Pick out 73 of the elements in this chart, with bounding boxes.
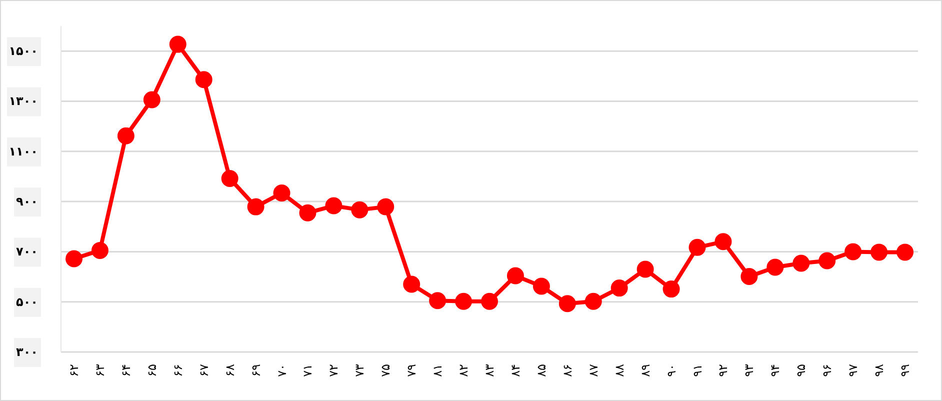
point [740, 268, 758, 286]
point [403, 276, 420, 293]
point [66, 250, 82, 268]
x-tick-label: ۹۱ [690, 364, 704, 377]
point [221, 170, 238, 187]
point [143, 91, 160, 108]
y-tick-label: ۱۵۰۰ [8, 44, 38, 58]
point [455, 292, 472, 310]
y-tick-label: ۳۰۰ [16, 345, 38, 359]
point [870, 244, 888, 261]
x-tick-label: ۹۵ [794, 364, 808, 377]
x-tick-label: ۹۴ [768, 364, 782, 377]
x-tick-label: ۸۲ [456, 364, 471, 377]
point [325, 197, 342, 214]
point [792, 254, 810, 272]
y-tick-label: ۱۳۰۰ [8, 94, 38, 108]
point [429, 292, 446, 310]
x-tick-label: ۹۶ [820, 364, 834, 377]
x-tick-label: ۹۲ [716, 364, 730, 377]
x-tick-label: ۶۳ [92, 363, 107, 377]
point [377, 198, 394, 216]
point [662, 280, 680, 298]
x-tick-label: ۶۵ [144, 364, 159, 377]
y-tick-label: ۹۰۰ [16, 194, 38, 209]
x-tick-label: ۸۹ [638, 364, 652, 377]
x-tick-label: ۷۵ [378, 364, 393, 377]
x-tick-label: ۶۷ [196, 363, 211, 377]
x-tick-label: ۶۴ [118, 364, 133, 377]
point [299, 204, 316, 222]
x-tick-label: ۹۹ [898, 364, 912, 377]
x-tick-label: ۷۲ [326, 364, 341, 377]
point [896, 244, 914, 261]
x-tick-label: ۶۲ [67, 364, 81, 377]
point [584, 292, 602, 310]
point [844, 243, 862, 260]
x-tick-label: ۹۸ [872, 363, 886, 377]
x-tick-label: ۸۸ [612, 363, 626, 377]
x-tick-label: ۸۶ [560, 364, 574, 377]
x-tick-label: ۹۳ [742, 363, 756, 377]
x-tick-label: ۹۷ [846, 363, 860, 377]
y-tick-label: ۷۰۰ [16, 244, 38, 259]
x-tick-label: ۷۰ [274, 364, 289, 377]
x-tick-label: ۷۱ [300, 364, 315, 377]
y-tick-label: ۱۱۰۰ [8, 144, 38, 158]
y-tick-label: ۵۰۰ [16, 294, 38, 309]
x-tick-label: ۸۷ [586, 363, 600, 377]
point [766, 258, 784, 276]
point [714, 233, 732, 250]
point [558, 295, 576, 312]
point [195, 71, 212, 88]
point [273, 184, 290, 202]
x-tick-label: ۷۳ [352, 363, 367, 377]
point [117, 127, 134, 144]
point [91, 242, 108, 259]
point [169, 36, 186, 53]
x-tick-label: ۶۸ [222, 363, 237, 377]
point [247, 198, 264, 216]
x-tick-label: ۹۰ [664, 364, 678, 377]
x-tick-label: ۸۱ [430, 364, 445, 377]
x-tick-label: ۸۳ [482, 363, 496, 377]
x-tick-label: ۷۹ [404, 364, 419, 377]
point [688, 238, 706, 256]
x-tick-label: ۸۴ [508, 364, 522, 377]
x-tick-label: ۶۶ [170, 364, 185, 377]
point [351, 201, 368, 218]
point [818, 252, 836, 270]
point [636, 260, 654, 278]
point [481, 292, 498, 310]
point [532, 278, 550, 295]
x-tick-label: ۶۹ [248, 364, 263, 377]
point [610, 280, 628, 297]
x-tick-label: ۸۵ [534, 364, 548, 377]
point [506, 267, 524, 284]
